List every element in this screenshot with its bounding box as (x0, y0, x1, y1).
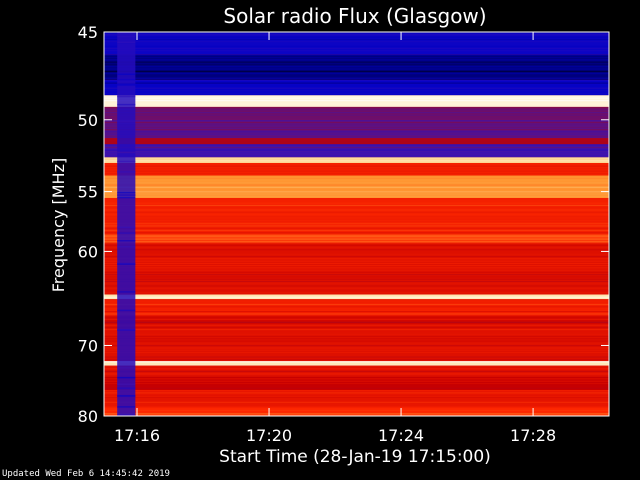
x-tick-label: 17:16 (114, 426, 160, 445)
frequency-band (104, 234, 609, 243)
y-axis: 45 50 55 60 70 80 (78, 23, 609, 426)
frequency-band (104, 163, 609, 176)
update-timestamp: Updated Wed Feb 6 14:45:42 2019 (2, 469, 170, 479)
frequency-band (104, 198, 609, 235)
frequency-band (104, 375, 609, 391)
frequency-band (104, 175, 609, 199)
frequency-band (104, 294, 609, 300)
frequency-band (104, 138, 609, 145)
frequency-band (104, 119, 609, 139)
frequency-band (104, 412, 609, 416)
frequency-band (104, 95, 609, 107)
frequency-band (104, 390, 609, 407)
y-axis-label: Frequency [MHz] (49, 158, 68, 292)
frequency-band (104, 361, 609, 366)
x-tick-label: 17:28 (510, 426, 556, 445)
y-tick-label: 60 (78, 242, 98, 261)
x-axis-label: Start Time (28-Jan-19 17:15:00) (219, 447, 491, 467)
frequency-band (104, 157, 609, 164)
frequency-band (104, 242, 609, 295)
frequency-band (104, 324, 609, 362)
x-tick-label: 17:24 (378, 426, 424, 445)
spectrogram-heatmap (104, 32, 609, 416)
plot-frame (103, 31, 610, 417)
y-tick-label: 45 (78, 23, 98, 42)
y-tick-label: 50 (78, 111, 98, 130)
frequency-band (104, 315, 609, 325)
x-axis: 17:16 17:20 17:24 17:28 (114, 32, 556, 445)
frequency-band (104, 365, 609, 376)
quiet-interval (117, 32, 136, 416)
frequency-band (104, 144, 609, 158)
frequency-band (104, 106, 609, 120)
frequency-band (104, 299, 609, 316)
x-tick-label: 17:20 (246, 426, 292, 445)
y-tick-label: 70 (78, 336, 98, 355)
y-tick-label: 55 (78, 183, 98, 202)
frequency-band (104, 54, 609, 80)
y-tick-label: 80 (78, 407, 98, 426)
frequency-band (104, 79, 609, 96)
frequency-band (104, 406, 609, 413)
chart-title: Solar radio Flux (Glasgow) (223, 4, 486, 28)
frequency-band (104, 32, 609, 55)
